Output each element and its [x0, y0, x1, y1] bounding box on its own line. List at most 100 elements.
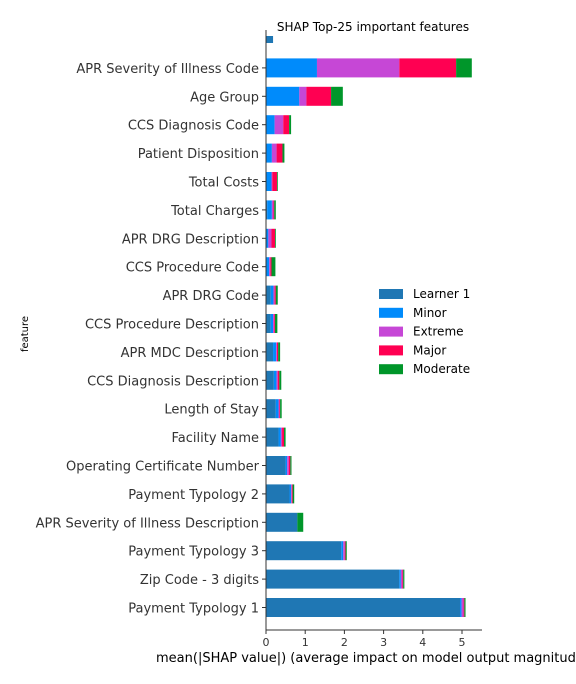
- bar-segment: [288, 456, 291, 475]
- bar-segment: [403, 569, 405, 589]
- bar-segment: [285, 456, 288, 475]
- x-tick-label: 0: [263, 636, 270, 649]
- y-tick-label: Zip Code - 3 digits: [140, 573, 259, 588]
- y-tick-label: CCS Diagnosis Code: [128, 119, 259, 134]
- y-tick-label: APR DRG Description: [122, 232, 259, 247]
- bar-segment: [402, 569, 404, 589]
- bar-segment: [276, 342, 279, 362]
- bar-segment: [306, 86, 332, 106]
- y-tick-label: APR MDC Description: [121, 346, 259, 361]
- bar-segment: [292, 484, 295, 504]
- x-tick-label: 1: [302, 636, 309, 649]
- bar-segment: [291, 484, 292, 504]
- bar-segment: [270, 314, 274, 333]
- bar-segment: [273, 314, 275, 333]
- y-tick-label: Total Charges: [170, 204, 259, 219]
- bar-segment: [343, 541, 345, 561]
- bar-segment: [275, 399, 279, 419]
- y-tick-label: Patient Disposition: [138, 147, 259, 162]
- bar-segment: [456, 58, 472, 78]
- bar-segment: [266, 257, 270, 277]
- bar-segment: [345, 541, 347, 561]
- bar-segment: [266, 569, 400, 589]
- bar-segment: [284, 427, 286, 447]
- legend-swatch: [379, 345, 403, 356]
- y-tick-label: Total Costs: [188, 176, 259, 191]
- bar-segment: [463, 598, 465, 617]
- x-tick-label: 5: [459, 636, 466, 649]
- y-tick-label: APR Severity of Illness Description: [36, 516, 259, 531]
- legend-label: Extreme: [413, 325, 464, 339]
- bar-segment: [278, 342, 281, 362]
- y-tick-label: CCS Procedure Description: [85, 318, 259, 333]
- bar-segment: [266, 598, 461, 617]
- bar-segment: [271, 228, 276, 248]
- bar-segment: [274, 285, 276, 305]
- bar-segment: [271, 172, 273, 191]
- y-tick-label: Age Group: [190, 90, 259, 105]
- bar-segment: [273, 370, 277, 390]
- bar-segment: [266, 512, 298, 532]
- bar-segment: [266, 58, 317, 78]
- bar-segment: [277, 370, 280, 390]
- bar-segment: [316, 58, 400, 78]
- y-tick-label: CCS Procedure Code: [126, 261, 259, 276]
- bar-segment: [280, 427, 283, 447]
- y-tick-label: Payment Typology 2: [128, 488, 259, 503]
- bar-segment: [279, 399, 281, 419]
- x-tick-label: 4: [419, 636, 426, 649]
- bar-segment: [266, 36, 274, 43]
- bar-segment: [270, 285, 274, 305]
- y-tick-label: Length of Stay: [164, 403, 259, 418]
- bar-segment: [266, 200, 268, 220]
- y-tick-label: Payment Typology 1: [128, 602, 259, 617]
- bar-segment: [266, 115, 275, 135]
- bar-segment: [331, 86, 343, 106]
- chart-title: SHAP Top-25 important features: [277, 20, 469, 34]
- y-tick-label: Operating Certificate Number: [66, 460, 260, 475]
- bar-segment: [276, 370, 278, 390]
- y-tick-label: APR DRG Code: [163, 289, 259, 304]
- bar-segment: [278, 399, 280, 419]
- y-tick-labels: APR Severity of Illness Code Age Group CCS…: [36, 62, 266, 617]
- bar-segment: [274, 314, 276, 333]
- legend-label: Major: [413, 343, 446, 357]
- x-axis-label: mean(|SHAP value|) (average impact on mo…: [156, 651, 576, 666]
- bar-segment: [266, 342, 274, 362]
- bar-segment: [266, 143, 272, 163]
- bar-segment: [266, 314, 271, 333]
- bar-segment: [460, 598, 462, 617]
- bar-segment: [266, 86, 300, 106]
- bar-segment: [270, 257, 272, 277]
- bar-segment: [272, 172, 277, 191]
- bar-segment: [273, 285, 275, 305]
- bar-segment: [279, 370, 282, 390]
- bar-segment: [273, 200, 275, 220]
- y-tick-label: APR Severity of Illness Code: [76, 62, 259, 77]
- legend-label: Minor: [413, 306, 447, 320]
- bar-segment: [399, 58, 457, 78]
- bar-segment: [271, 257, 276, 277]
- bar-segment: [341, 541, 344, 561]
- x-tick-label: 3: [380, 636, 387, 649]
- x-axis: 0 1 2 3 4 5: [263, 629, 482, 649]
- bars-group: [266, 36, 472, 617]
- bar-segment: [289, 484, 292, 504]
- bar-segment: [273, 342, 277, 362]
- bar-segment: [344, 541, 346, 561]
- bar-segment: [274, 200, 276, 220]
- bar-segment: [266, 285, 271, 305]
- bar-segment: [464, 598, 466, 617]
- bar-segment: [266, 456, 286, 475]
- bar-segment: [266, 541, 342, 561]
- legend-swatch: [379, 326, 403, 337]
- bar-segment: [278, 427, 281, 447]
- bar-segment: [276, 172, 278, 191]
- bar-segment: [275, 314, 278, 333]
- bar-segment: [282, 427, 285, 447]
- bar-segment: [299, 86, 307, 106]
- bar-segment: [274, 115, 284, 135]
- bar-segment: [283, 115, 290, 135]
- bar-segment: [275, 228, 276, 248]
- legend: Learner 1 Minor Extreme Major Moderate: [379, 287, 470, 376]
